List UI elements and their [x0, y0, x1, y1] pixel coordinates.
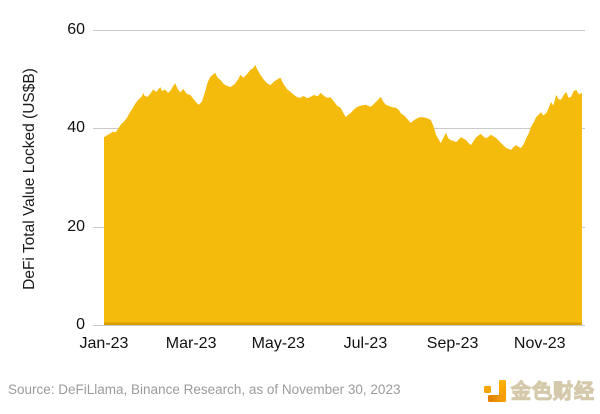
tvl-area-series: [104, 64, 582, 325]
gridline-y-0: [93, 325, 585, 326]
x-tick-label-May-23: May-23: [251, 335, 305, 352]
y-tick-label-40: 40: [67, 119, 85, 137]
y-tick-label-0: 0: [76, 316, 85, 333]
jinse-blocks-icon: [484, 380, 506, 402]
y-tick-label-60: 60: [67, 21, 85, 38]
source-attribution: Source: DeFiLlama, Binance Research, as …: [8, 382, 401, 397]
logo-wordmark: 金色财经: [511, 381, 595, 404]
y-axis-title: DeFi Total Value Locked (US$B): [21, 68, 38, 290]
x-tick-label-Mar-23: Mar-23: [165, 335, 217, 352]
logo-small-square: [484, 386, 491, 393]
logo-horizontal-bar: [488, 395, 506, 402]
y-tick-label-20: 20: [67, 217, 85, 235]
gridline-y-60: [93, 30, 585, 31]
area-fill: [104, 64, 582, 325]
x-tick-label-Sep-23: Sep-23: [426, 335, 479, 352]
jinse-finance-logo: 金色财经: [484, 379, 596, 405]
logo-vertical-bar: [499, 380, 506, 402]
x-tick-label-Jul-23: Jul-23: [343, 335, 388, 352]
x-tick-label-Jan-23: Jan-23: [79, 335, 129, 352]
x-tick-label-Nov-23: Nov-23: [513, 335, 566, 352]
